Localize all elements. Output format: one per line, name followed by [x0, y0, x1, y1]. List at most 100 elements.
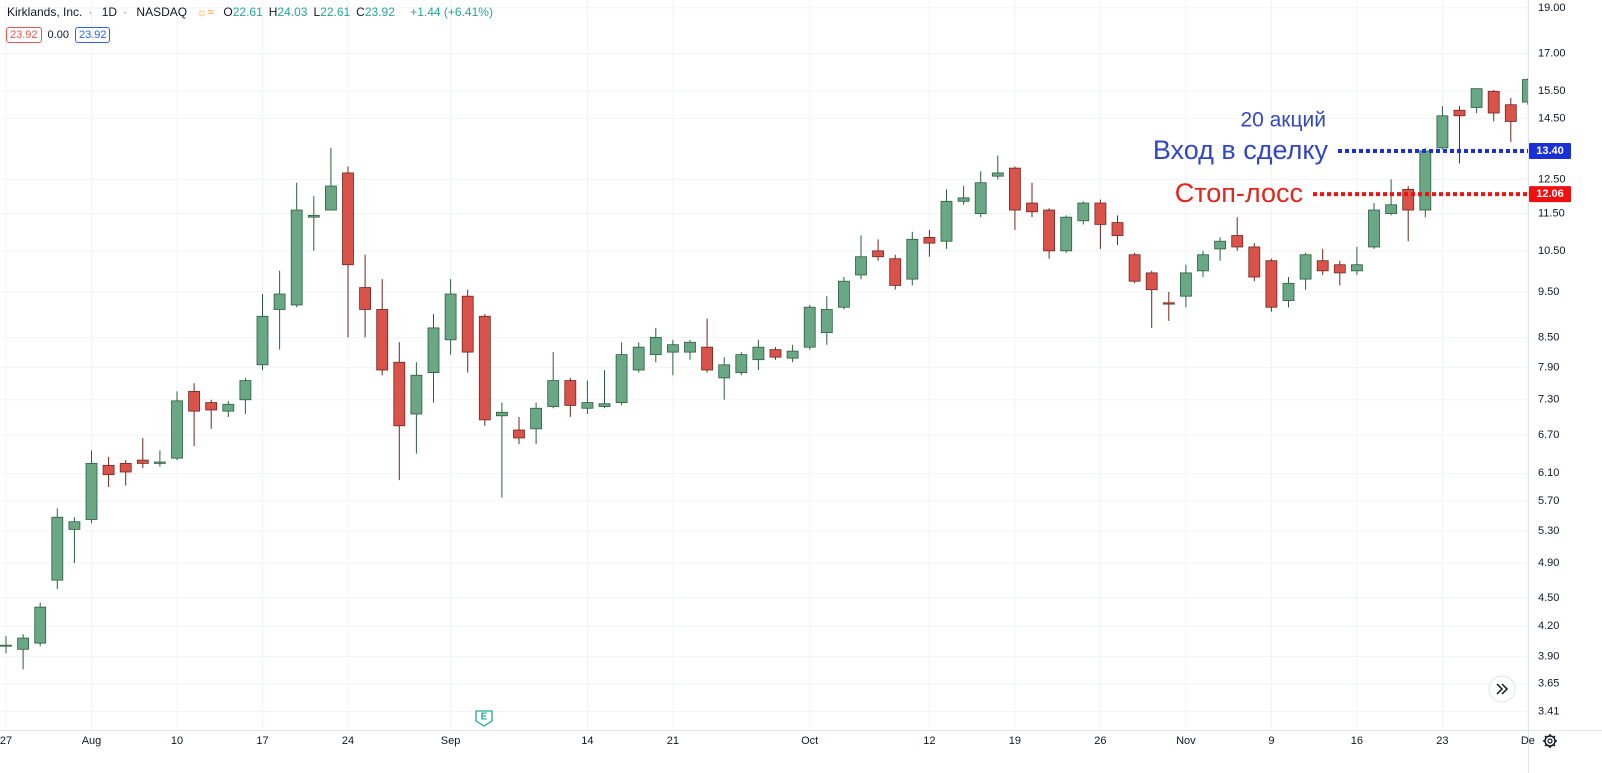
svg-text:E: E	[481, 712, 488, 723]
x-tick-label: 17	[256, 735, 268, 747]
candle-body	[906, 238, 919, 280]
candle-body	[1453, 109, 1466, 117]
settings-gear[interactable]	[1543, 734, 1557, 748]
quote: O22.61 H24.03 L22.61 C23.92	[223, 5, 401, 19]
x-tick-label: Sep	[441, 735, 461, 747]
quote-key: O	[223, 5, 233, 19]
candle-body	[222, 403, 235, 412]
y-tick-label: 5.70	[1538, 495, 1559, 507]
time-axis-panel	[0, 730, 1602, 773]
quote-key: H	[268, 5, 278, 19]
candle-body	[649, 337, 662, 356]
grid	[0, 0, 1529, 730]
candle-body	[1351, 264, 1363, 272]
x-tick-label: 27	[0, 735, 12, 747]
y-tick-label: 6.70	[1538, 429, 1559, 441]
candle-body	[547, 380, 560, 407]
scroll-button[interactable]	[1488, 675, 1516, 703]
level-note: 20 акций	[1240, 108, 1326, 131]
x-tick-label: 10	[171, 735, 183, 747]
candle-body	[495, 411, 508, 417]
market-status-icon: ☼≈	[196, 5, 215, 19]
y-tick-label: 8.50	[1538, 331, 1559, 343]
candle-body	[803, 306, 816, 348]
candle-body	[615, 354, 628, 403]
candle-body	[855, 256, 867, 276]
candle-body	[923, 237, 936, 244]
candle-body	[632, 346, 645, 371]
candle-body	[684, 341, 696, 353]
earnings-marker[interactable]: E	[475, 710, 493, 727]
y-tick-label: 3.41	[1538, 705, 1559, 717]
quote-value: 24.03	[277, 5, 308, 19]
interval[interactable]: 1D	[101, 5, 118, 19]
price-axis-panel	[1528, 0, 1602, 773]
candle-body	[667, 344, 679, 353]
candle-body	[1060, 216, 1073, 252]
x-tick-label: 23	[1436, 735, 1448, 747]
candle-body	[872, 250, 884, 258]
candle-body	[68, 521, 81, 530]
candles	[0, 78, 1534, 670]
candle-body	[1316, 260, 1329, 272]
y-tick-label: 15.50	[1538, 85, 1566, 97]
candle-body	[1368, 209, 1380, 248]
candle-body	[940, 200, 953, 242]
quote-value: 22.61	[232, 5, 263, 19]
candle-body	[307, 214, 320, 218]
candle-body	[1180, 272, 1192, 297]
candle-body	[410, 374, 423, 415]
candle-body	[769, 349, 782, 358]
change-badge: 0.00	[47, 29, 69, 41]
candle-body	[786, 350, 799, 359]
axes: 19.00 17.00 15.50 14.50 12.50 11.50 10.50 9.50 8…	[0, 2, 1571, 747]
candle-body	[838, 280, 850, 308]
x-tick-label: 21	[667, 735, 679, 747]
candle-body	[974, 182, 987, 214]
candle-body	[444, 293, 457, 341]
level-text: Вход в сделку	[1153, 135, 1329, 165]
candle-body	[324, 185, 337, 211]
candle-body	[136, 459, 149, 464]
candle-body	[1214, 240, 1226, 250]
candle-body	[1265, 260, 1278, 308]
candle-body	[239, 380, 252, 401]
candle-body	[598, 403, 611, 407]
candle-body	[461, 295, 474, 353]
y-tick-label: 5.30	[1538, 525, 1559, 537]
quote-value: 23.92	[364, 5, 395, 19]
x-tick-label: 24	[342, 735, 354, 747]
candle-body	[1333, 264, 1346, 274]
candle-body	[1436, 115, 1449, 149]
candle-body	[1128, 254, 1141, 282]
indicator-badges: 23.92 0.00 23.92	[6, 27, 111, 43]
candle-body	[478, 315, 491, 421]
symbol-title[interactable]: Kirklands, Inc.	[7, 5, 83, 19]
candle-body	[1385, 204, 1397, 214]
candle-body	[85, 462, 98, 520]
y-tick-label: 6.10	[1538, 467, 1559, 479]
candle-body	[735, 354, 748, 374]
candle-body	[530, 407, 542, 430]
level-price-box	[1529, 142, 1571, 159]
candle-body	[1145, 272, 1158, 291]
candle-body	[256, 315, 269, 366]
candle-body	[102, 464, 115, 476]
candle-body	[752, 346, 765, 361]
level-price-label: 12.06	[1536, 188, 1564, 200]
candle-body	[1026, 202, 1038, 213]
change: +1.44 (+6.41%)	[410, 5, 493, 19]
x-tick-label: 12	[923, 735, 935, 747]
candle-body	[581, 402, 594, 409]
level-price-label: 13.40	[1536, 145, 1564, 157]
y-tick-label: 10.50	[1538, 245, 1566, 257]
exchange: NASDAQ	[136, 5, 188, 19]
candle-body	[188, 391, 201, 412]
y-tick-label: 12.50	[1538, 173, 1566, 185]
candle-body	[1077, 202, 1090, 222]
candle-body	[1009, 167, 1021, 211]
candle-body	[0, 644, 12, 647]
candle-body	[564, 380, 577, 406]
